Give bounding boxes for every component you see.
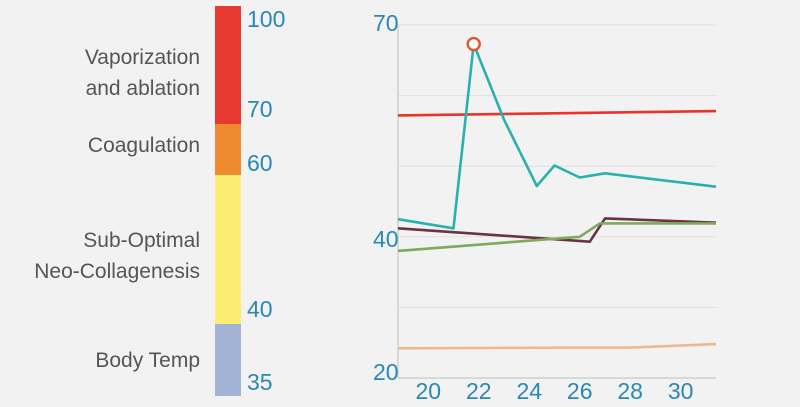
scale-value-60: 60 [247,150,273,176]
zone-label-neo-collagenesis: Sub-Optimal Neo-Collagenesis [34,225,200,287]
zone-label-coagulation: Coagulation [88,130,200,161]
scale-value-40: 40 [247,296,273,322]
zone-label-line: Coagulation [87,134,200,157]
x-tick-label: 26 [567,378,593,404]
scale-value-70: 70 [247,96,273,122]
zone-label-line: Neo-Collagenesis [34,260,200,283]
band-coagulation [215,124,241,175]
band-neo-collagenesis [215,175,241,324]
series [397,42,717,350]
series-line-1 [397,109,717,117]
x-tick-label: 20 [415,378,441,404]
series-line-2 [397,42,717,230]
series-line-4 [397,222,716,253]
scale-value-35: 35 [247,369,273,395]
annotations [466,36,481,52]
y-tick-label: 70 [373,10,399,36]
x-ticks: 20 22 24 26 28 30 [415,378,693,404]
x-tick-label: 24 [516,378,542,404]
band-vaporization [215,6,241,124]
zone-label-line: Sub-Optimal [83,229,200,252]
zone-label-line: Body Temp [95,349,200,372]
zone-label-body-temp: Body Temp [95,345,200,376]
x-tick-label: 28 [617,378,643,404]
peak-marker [466,36,481,52]
zone-label-line: and ablation [85,77,200,100]
y-ticks: 20 40 70 [373,10,399,385]
series-line-5 [397,342,717,350]
zone-label-line: Vaporization [84,46,200,69]
y-tick-label: 40 [373,226,399,252]
x-tick-label: 22 [466,378,492,404]
series-line-3 [397,217,717,243]
scale-value-100: 100 [247,6,286,32]
band-body-temp [215,324,241,396]
y-tick-label: 20 [373,359,399,385]
zone-label-vaporization: Vaporization and ablation [85,42,200,104]
x-tick-label: 30 [668,378,694,404]
